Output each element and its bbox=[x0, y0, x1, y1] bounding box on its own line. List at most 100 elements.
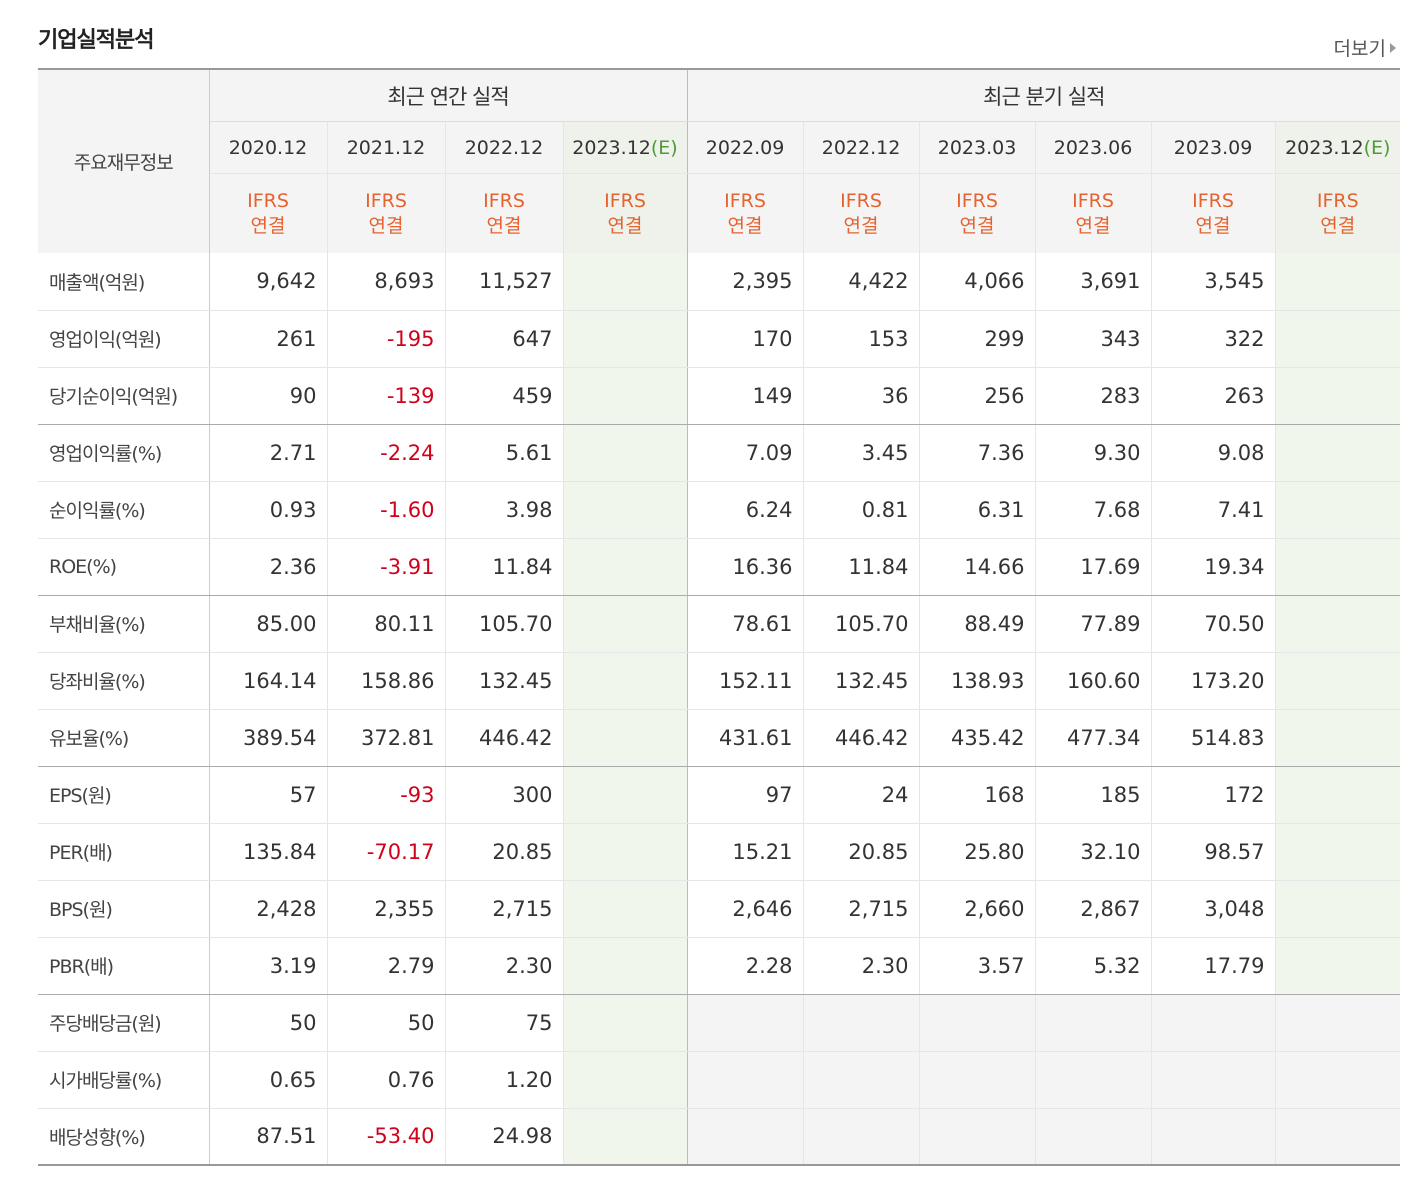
value-cell: 57 bbox=[209, 766, 327, 824]
more-label: 더보기 bbox=[1333, 38, 1386, 60]
value-cell: 446.42 bbox=[802, 709, 920, 767]
value-cell: 17.69 bbox=[1034, 538, 1152, 596]
value-cell: 2.30 bbox=[444, 937, 563, 995]
value-cell: -70.17 bbox=[326, 823, 445, 881]
period-header: 2022.12 bbox=[444, 121, 563, 174]
ifrs-top: IFRS bbox=[483, 189, 525, 212]
row-label: 당좌비율(%) bbox=[38, 652, 210, 710]
value-cell: 50 bbox=[326, 994, 445, 1052]
ifrs-bottom: 연결 bbox=[1075, 214, 1111, 237]
value-cell: -139 bbox=[326, 367, 445, 425]
value-cell: 4,066 bbox=[918, 253, 1036, 311]
table-row: 영업이익(억원) 261 -195 647 170 153 299 343 322 bbox=[38, 310, 1401, 368]
value-cell: 36 bbox=[802, 367, 920, 425]
table-row: 시가배당률(%) 0.65 0.76 1.20 bbox=[38, 1051, 1401, 1109]
value-cell bbox=[1274, 253, 1401, 311]
row-label: 부채비율(%) bbox=[38, 595, 210, 653]
value-cell: 15.21 bbox=[686, 823, 804, 881]
ifrs-top: IFRS bbox=[247, 189, 289, 212]
value-cell bbox=[1274, 652, 1401, 710]
quarter-title: 최근 분기 실적 bbox=[686, 68, 1401, 122]
row-label: BPS(원) bbox=[38, 880, 210, 938]
value-cell: 14.66 bbox=[918, 538, 1036, 596]
ifrs-label: IFRS 연결 bbox=[918, 173, 1036, 253]
ifrs-top: IFRS bbox=[604, 189, 646, 212]
row-label: 주당배당금(원) bbox=[38, 994, 210, 1052]
ifrs-label: IFRS 연결 bbox=[209, 174, 327, 254]
ifrs-bottom: 연결 bbox=[1195, 214, 1231, 237]
ifrs-top: IFRS bbox=[724, 189, 766, 212]
value-cell: 50 bbox=[209, 994, 327, 1052]
table-row: 부채비율(%) 85.00 80.11 105.70 78.61 105.70 88.49 7… bbox=[38, 595, 1401, 653]
value-cell bbox=[802, 994, 920, 1052]
value-cell: 8,693 bbox=[326, 253, 445, 311]
estimate-mark: (E) bbox=[650, 136, 678, 159]
value-cell: 647 bbox=[444, 310, 563, 368]
ifrs-label: IFRS 연결 bbox=[686, 173, 804, 253]
value-cell bbox=[1034, 1051, 1152, 1109]
row-header: 주요재무정보 bbox=[38, 68, 210, 253]
period-label: 2022.09 bbox=[705, 136, 785, 159]
value-cell: 514.83 bbox=[1150, 709, 1276, 767]
value-cell: -2.24 bbox=[326, 424, 445, 482]
value-cell bbox=[686, 1051, 804, 1109]
value-cell bbox=[562, 481, 688, 539]
period-header: 2022.09 bbox=[686, 121, 804, 174]
row-label: 유보율(%) bbox=[38, 709, 210, 767]
ifrs-bottom: 연결 bbox=[843, 214, 879, 237]
value-cell: 85.00 bbox=[209, 595, 327, 653]
ifrs-label: IFRS 연결 bbox=[562, 173, 688, 253]
period-header: 2021.12 bbox=[326, 121, 445, 174]
table-row: 매출액(억원) 9,642 8,693 11,527 2,395 4,422 4,066 3,… bbox=[38, 253, 1401, 311]
value-cell: 105.70 bbox=[444, 595, 563, 653]
value-cell: 149 bbox=[686, 367, 804, 425]
value-cell: 24 bbox=[802, 766, 920, 824]
period-label: 2023.12 bbox=[572, 136, 651, 159]
value-cell: -1.60 bbox=[326, 481, 445, 539]
value-cell: 3.19 bbox=[209, 937, 327, 995]
ifrs-bottom: 연결 bbox=[250, 214, 286, 237]
value-cell: 3.45 bbox=[802, 424, 920, 482]
value-cell bbox=[686, 994, 804, 1052]
value-cell: 9,642 bbox=[209, 253, 327, 311]
value-cell bbox=[562, 595, 688, 653]
value-cell: 3.57 bbox=[918, 937, 1036, 995]
value-cell: 2,660 bbox=[918, 880, 1036, 938]
value-cell: 2.30 bbox=[802, 937, 920, 995]
value-cell bbox=[562, 424, 688, 482]
table-row: 영업이익률(%) 2.71 -2.24 5.61 7.09 3.45 7.36 9.30 9.0… bbox=[38, 424, 1401, 482]
value-cell: 299 bbox=[918, 310, 1036, 368]
value-cell: 11.84 bbox=[802, 538, 920, 596]
value-cell: 32.10 bbox=[1034, 823, 1152, 881]
value-cell: 77.89 bbox=[1034, 595, 1152, 653]
value-cell: 70.50 bbox=[1150, 595, 1276, 653]
ifrs-bottom: 연결 bbox=[607, 214, 643, 237]
value-cell: 2.36 bbox=[209, 538, 327, 596]
value-cell: 446.42 bbox=[444, 709, 563, 767]
value-cell bbox=[918, 1051, 1036, 1109]
value-cell: 477.34 bbox=[1034, 709, 1152, 767]
value-cell: 20.85 bbox=[444, 823, 563, 881]
ifrs-bottom: 연결 bbox=[1320, 214, 1356, 237]
period-header: 2023.06 bbox=[1034, 121, 1152, 174]
value-cell: 9.08 bbox=[1150, 424, 1276, 482]
value-cell bbox=[1150, 1051, 1276, 1109]
value-cell bbox=[1150, 994, 1276, 1052]
value-cell bbox=[1274, 880, 1401, 938]
value-cell: 88.49 bbox=[918, 595, 1036, 653]
value-cell: 2,715 bbox=[444, 880, 563, 938]
value-cell: 17.79 bbox=[1150, 937, 1276, 995]
period-label: 2023.12 bbox=[1285, 136, 1364, 159]
value-cell: 263 bbox=[1150, 367, 1276, 425]
more-link[interactable]: 더보기 bbox=[1334, 34, 1396, 61]
period-header: 2023.03 bbox=[918, 121, 1036, 174]
value-cell: 7.41 bbox=[1150, 481, 1276, 539]
value-cell: 2.79 bbox=[326, 937, 445, 995]
ifrs-top: IFRS bbox=[1072, 189, 1114, 212]
table-row: 순이익률(%) 0.93 -1.60 3.98 6.24 0.81 6.31 7.68 7.41 bbox=[38, 481, 1401, 539]
value-cell: 256 bbox=[918, 367, 1036, 425]
period-label: 2023.06 bbox=[1053, 136, 1133, 159]
value-cell: 2,646 bbox=[686, 880, 804, 938]
value-cell bbox=[802, 1108, 920, 1166]
ifrs-label: IFRS 연결 bbox=[326, 173, 445, 253]
